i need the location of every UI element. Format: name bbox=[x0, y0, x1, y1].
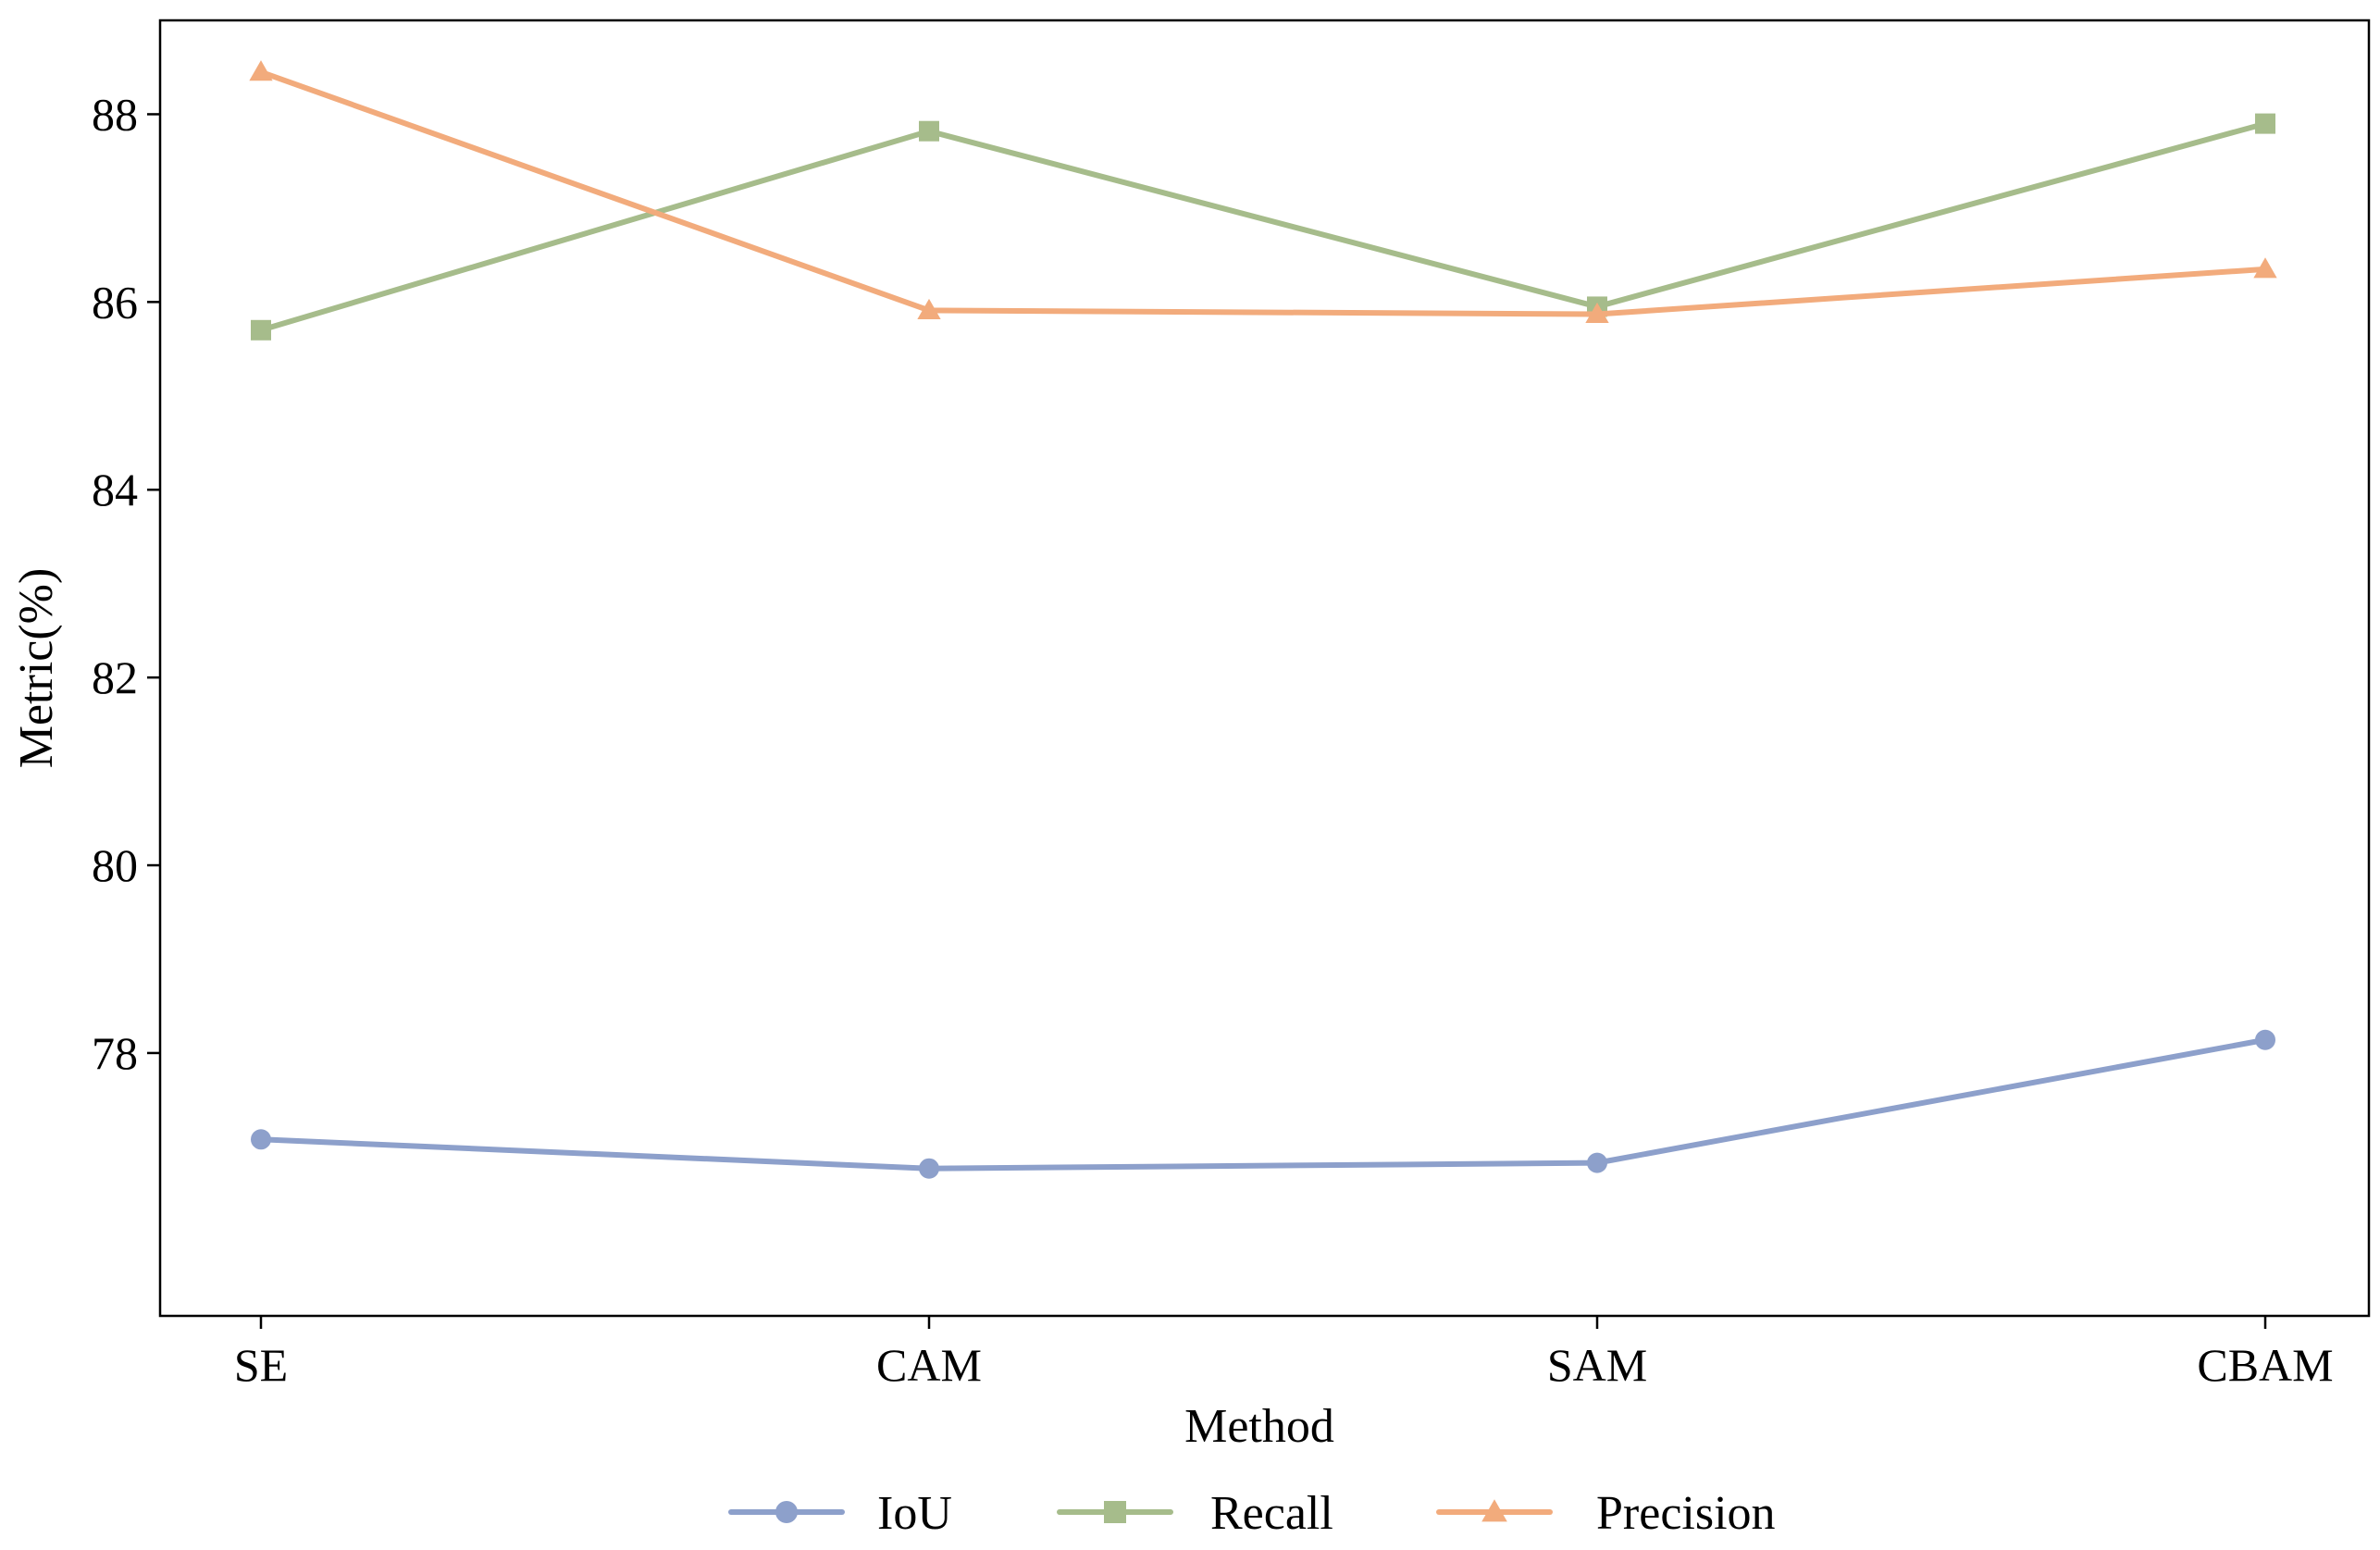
y-axis: 78 80 82 84 86 88 bbox=[92, 88, 160, 1079]
x-tick-label: CBAM bbox=[2197, 1339, 2333, 1391]
series-recall bbox=[251, 113, 2275, 341]
precision-line bbox=[258, 68, 2268, 317]
iou-point-se bbox=[251, 1129, 271, 1150]
x-axis: SE CAM SAM CBAM bbox=[234, 1316, 2334, 1391]
y-tick-label: 88 bbox=[92, 88, 138, 140]
legend-marker-recall bbox=[1104, 1501, 1126, 1523]
series-iou bbox=[251, 1029, 2275, 1179]
x-tick-label: CAM bbox=[876, 1339, 982, 1391]
recall-line bbox=[258, 120, 2268, 333]
precision-point-cam bbox=[917, 298, 941, 319]
y-tick-label: 84 bbox=[92, 464, 138, 515]
legend: IoU Recall Precision bbox=[728, 1487, 1776, 1540]
series-layer bbox=[249, 60, 2277, 1179]
series-precision bbox=[249, 60, 2277, 324]
legend-label-iou: IoU bbox=[877, 1487, 952, 1540]
legend-label-recall: Recall bbox=[1210, 1487, 1333, 1540]
legend-marker-iou bbox=[775, 1501, 798, 1523]
x-axis-label: Method bbox=[1184, 1400, 1334, 1453]
x-tick-label: SAM bbox=[1547, 1339, 1647, 1391]
iou-line bbox=[258, 1036, 2268, 1172]
plot-frame bbox=[158, 19, 2371, 1318]
x-tick-label: SE bbox=[234, 1339, 288, 1391]
y-tick-label: 80 bbox=[92, 839, 138, 891]
legend-item-recall: Recall bbox=[1057, 1487, 1333, 1540]
legend-label-precision: Precision bbox=[1596, 1487, 1776, 1540]
legend-marker-precision bbox=[1481, 1499, 1507, 1522]
iou-point-sam bbox=[1587, 1152, 1607, 1173]
iou-point-cam bbox=[919, 1158, 939, 1179]
precision-point-sam bbox=[1585, 302, 1609, 324]
y-tick-label: 78 bbox=[92, 1027, 138, 1079]
y-axis-label: Metric(%) bbox=[10, 568, 63, 769]
y-tick-label: 82 bbox=[92, 651, 138, 703]
precision-point-se bbox=[249, 60, 273, 81]
recall-point-se bbox=[251, 319, 271, 341]
recall-point-cbam bbox=[2255, 113, 2275, 134]
legend-item-precision: Precision bbox=[1436, 1487, 1776, 1540]
iou-point-cbam bbox=[2255, 1029, 2275, 1050]
legend-item-iou: IoU bbox=[728, 1487, 952, 1540]
recall-point-cam bbox=[919, 120, 939, 142]
y-tick-label: 86 bbox=[92, 276, 138, 328]
precision-point-cbam bbox=[2253, 257, 2277, 279]
